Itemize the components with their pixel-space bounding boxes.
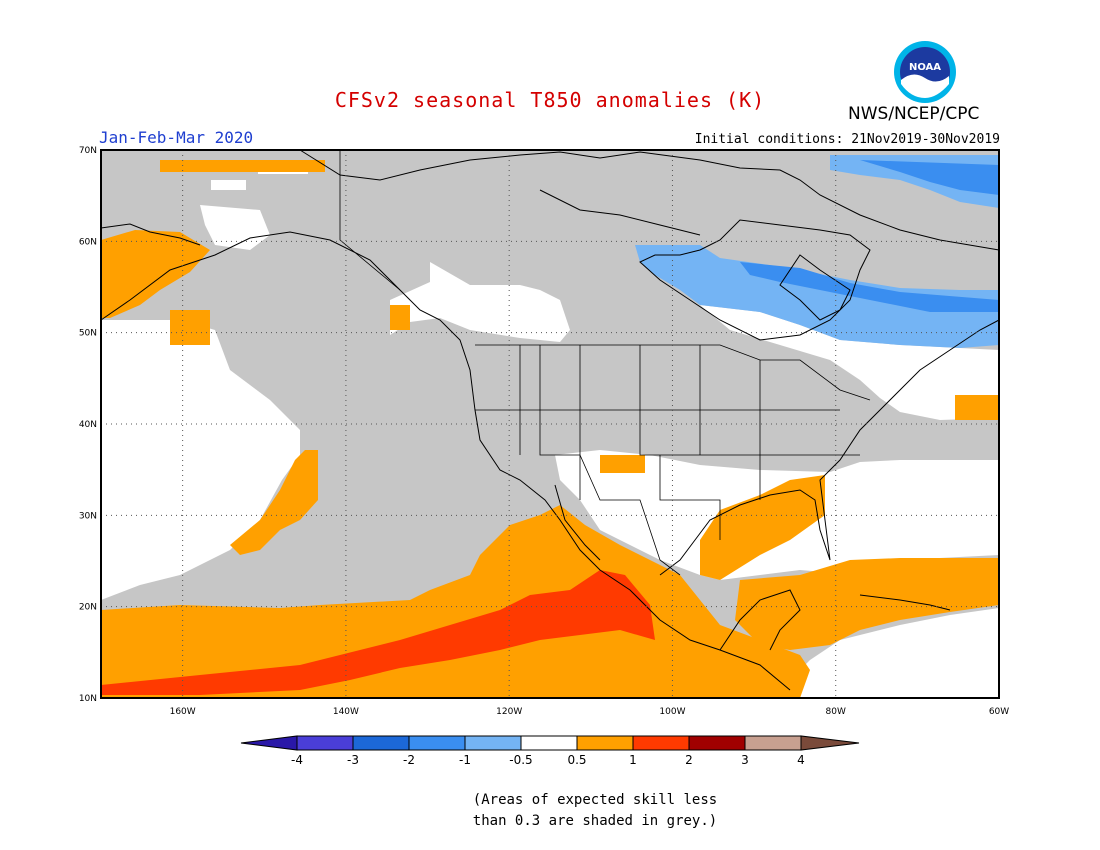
noaa-logo: NOAA: [894, 41, 956, 103]
legend-label: -0.5: [509, 753, 532, 767]
legend-label: 3: [741, 753, 749, 767]
warm-patch-gulf-alaska: [170, 310, 210, 345]
lon-tick-label: 100W: [659, 707, 685, 717]
warm-area-caribbean: [735, 558, 999, 650]
lon-tick-label: 160W: [170, 707, 196, 717]
lat-tick-label: 60N: [79, 237, 97, 247]
legend-color-box: [520, 735, 578, 751]
cool-area-hudson-bay: [635, 245, 999, 348]
legend-label: 1: [629, 753, 637, 767]
logo-text: NOAA: [909, 62, 941, 73]
white-area-alaska-north: [200, 205, 270, 250]
lon-tick-label: 80W: [826, 707, 846, 717]
legend-label: -1: [459, 753, 471, 767]
warm-area-bering: [101, 230, 210, 318]
legend-label: 2: [685, 753, 693, 767]
lat-tick-label: 20N: [79, 603, 97, 613]
legend-arrow-high: [800, 735, 860, 751]
cool-area-hudson-core: [740, 262, 999, 312]
lon-tick-label: 120W: [496, 707, 522, 717]
warm-area-gulf-coast: [700, 475, 825, 580]
lon-tick-label: 140W: [333, 707, 359, 717]
legend-color-box: [408, 735, 466, 751]
legend-color-box: [632, 735, 690, 751]
cool-area-arctic-core: [860, 160, 999, 195]
lat-tick-label: 70N: [79, 146, 97, 156]
warm-patch-arctic: [160, 160, 325, 172]
legend-label: -3: [347, 753, 359, 767]
legend-color-box: [352, 735, 410, 751]
warm-area-strong-pacific: [101, 570, 655, 695]
legend-color-box: [296, 735, 354, 751]
warm-patch-new-mexico: [600, 455, 645, 473]
lat-tick-label: 40N: [79, 420, 97, 430]
white-area-pacific-northwest: [390, 262, 570, 342]
warm-area-tropical-pacific: [101, 505, 810, 698]
map-frame: [100, 149, 1000, 699]
legend-color-box: [688, 735, 746, 751]
legend-label: -2: [403, 753, 415, 767]
chart-title: CFSv2 seasonal T850 anomalies (K): [334, 88, 766, 112]
legend-label: 4: [797, 753, 805, 767]
initial-conditions-label: Initial conditions: 21Nov2019-30Nov2019: [694, 132, 1000, 147]
lon-tick-label: 60W: [989, 707, 1009, 717]
warm-area-east-pacific-band: [230, 450, 318, 555]
political-borders: [339, 150, 871, 576]
map-panel: [100, 149, 1000, 698]
agency-label: NWS/NCEP/CPC: [848, 104, 980, 124]
skill-note-line1: (Areas of expected skill less: [472, 792, 718, 808]
longitude-tick-labels: 160W 140W 120W 100W 80W 60W: [170, 707, 1010, 717]
lat-tick-label: 50N: [79, 329, 97, 339]
white-area-north-pacific: [101, 320, 300, 600]
lat-tick-label: 30N: [79, 511, 97, 521]
warm-patch-bc: [390, 305, 410, 330]
warm-patch-atlantic: [955, 395, 999, 420]
white-patch-arctic: [211, 180, 246, 190]
legend-color-box: [576, 735, 634, 751]
season-label: Jan-Feb-Mar 2020: [99, 128, 254, 147]
legend-label: -4: [291, 753, 303, 767]
white-area-caribbean-south: [790, 608, 999, 698]
white-area-hudson-south: [700, 305, 999, 420]
legend-arrow-low: [240, 735, 298, 751]
skill-note-line2: than 0.3 are shaded in grey.): [472, 813, 718, 829]
latitude-tick-labels: 70N 60N 50N 40N 30N 20N 10N: [79, 146, 97, 704]
legend-label: 0.5: [567, 753, 586, 767]
legend-color-box: [744, 735, 802, 751]
lat-tick-label: 10N: [79, 694, 97, 704]
legend-color-box: [464, 735, 522, 751]
